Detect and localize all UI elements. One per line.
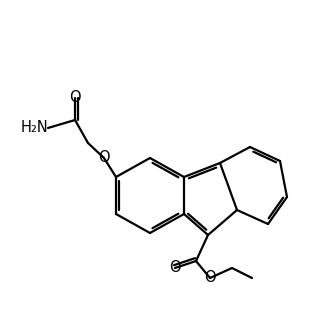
Text: O: O <box>169 260 181 276</box>
Text: O: O <box>204 271 216 285</box>
Text: O: O <box>98 150 110 166</box>
Text: H₂N: H₂N <box>20 120 48 136</box>
Text: O: O <box>69 90 81 106</box>
